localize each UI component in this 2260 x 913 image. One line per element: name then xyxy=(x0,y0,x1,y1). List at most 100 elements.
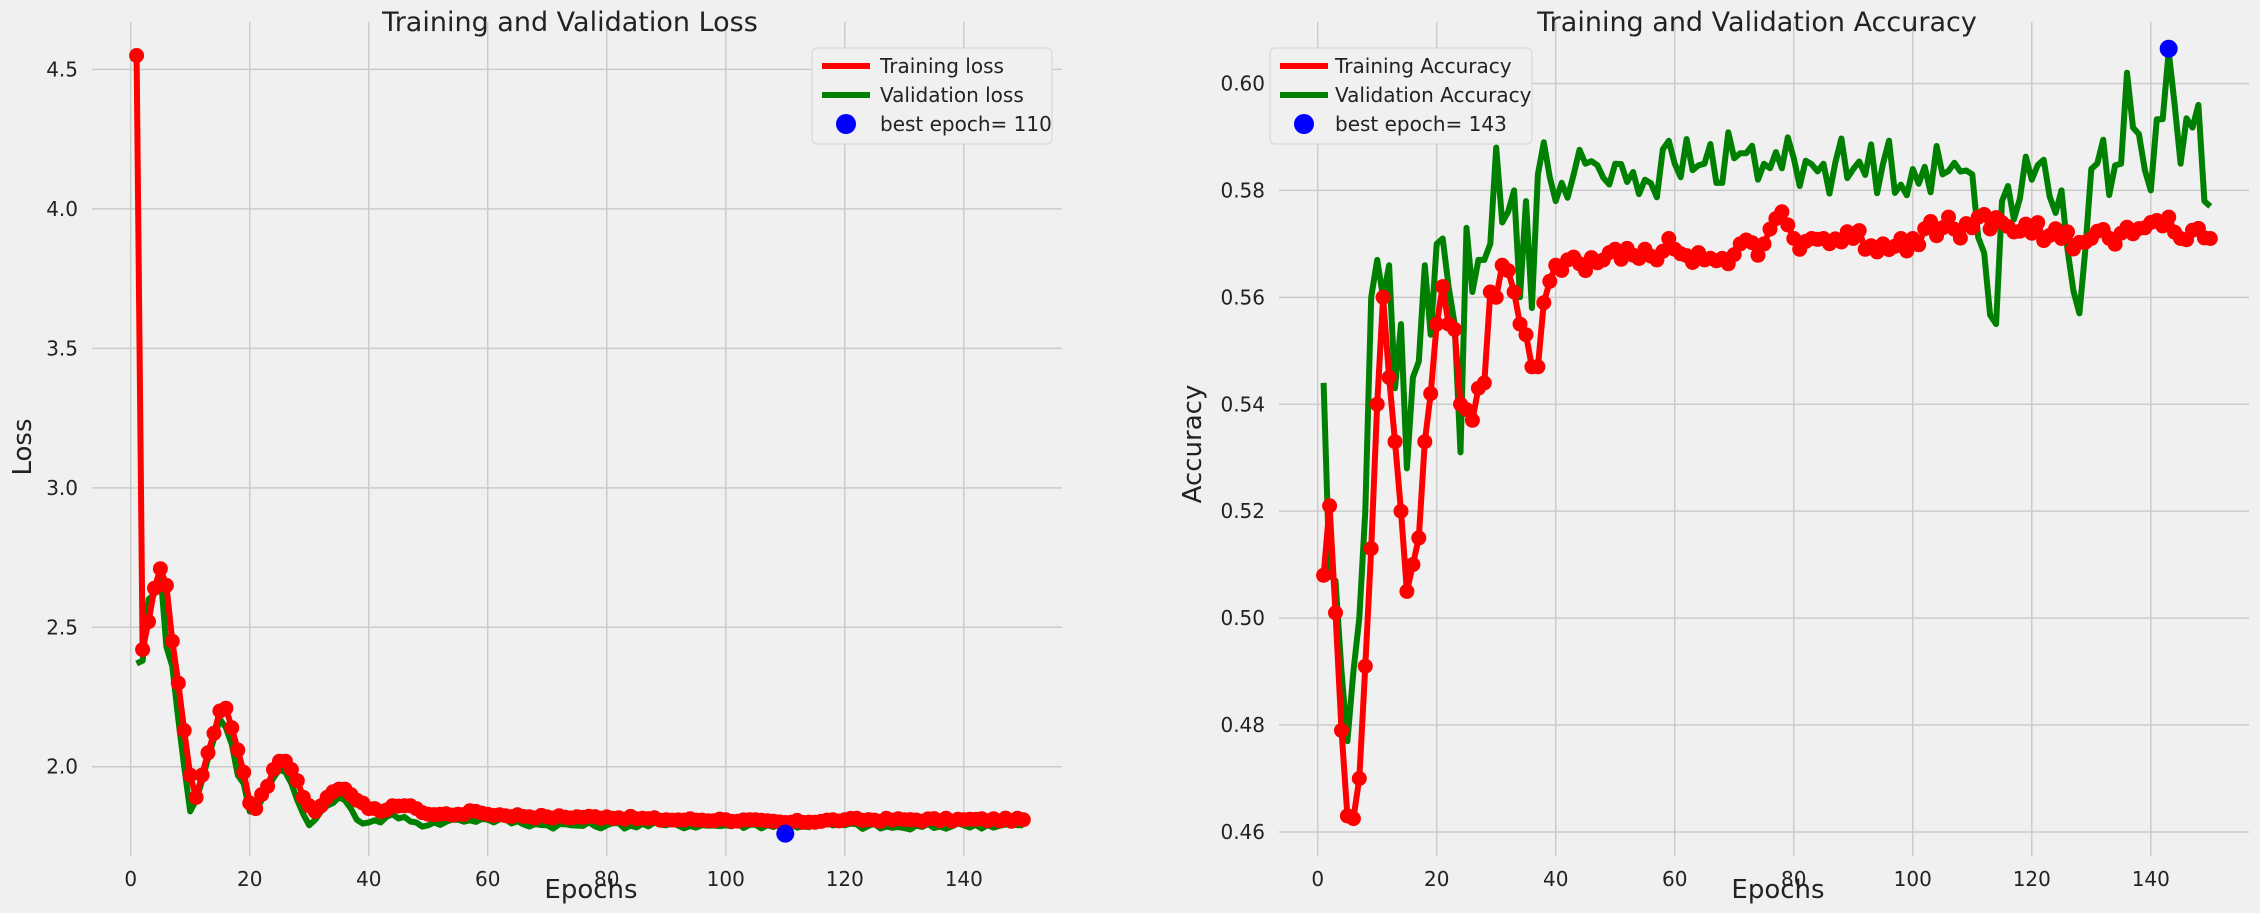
accuracy-x-tick-label: 140 xyxy=(2132,867,2170,891)
loss-training-point xyxy=(135,642,151,658)
loss-legend-train-label: Training loss xyxy=(879,54,1004,78)
accuracy-training-point xyxy=(1488,289,1504,305)
loss-panel: 0 20 40 60 80 100 120 140 2.0 2.5 3.0 3.5 4.0 4.5 Tra… xyxy=(8,7,1062,905)
loss-training-point xyxy=(248,801,264,817)
loss-training-point xyxy=(164,633,180,649)
loss-y-tick-label: 2.5 xyxy=(46,615,78,639)
loss-training-point xyxy=(129,48,145,63)
loss-legend-best-swatch xyxy=(836,114,856,134)
accuracy-training-point xyxy=(1334,722,1349,738)
loss-y-tick-label: 3.5 xyxy=(46,336,78,360)
accuracy-training-point xyxy=(1976,207,1992,222)
loss-training-point xyxy=(194,767,210,783)
accuracy-training-point xyxy=(1756,236,1772,252)
loss-y-tick-label: 4.0 xyxy=(46,197,78,221)
loss-training-point xyxy=(158,577,174,593)
accuracy-training-point xyxy=(1405,557,1421,573)
accuracy-training-point xyxy=(1322,498,1338,514)
loss-best-epoch-point xyxy=(776,824,795,843)
loss-training-point xyxy=(200,745,216,761)
accuracy-x-tick-label: 60 xyxy=(1662,867,1687,891)
accuracy-training-point xyxy=(1423,386,1439,402)
loss-chart-title: Training and Validation Loss xyxy=(381,7,758,38)
accuracy-training-point xyxy=(1464,412,1480,428)
loss-x-tick-label: 80 xyxy=(594,867,619,891)
accuracy-training-point xyxy=(1923,214,1939,229)
accuracy-training-point xyxy=(1530,359,1546,375)
accuracy-y-tick-label: 0.50 xyxy=(1220,606,1265,630)
loss-training-point xyxy=(152,561,168,577)
accuracy-y-tick-label: 0.46 xyxy=(1220,820,1265,844)
accuracy-training-point xyxy=(1893,231,1909,246)
accuracy-series-validation-line xyxy=(1320,48,2213,745)
loss-training-point xyxy=(283,762,299,777)
accuracy-y-tick-label: 0.52 xyxy=(1220,499,1265,523)
loss-training-point xyxy=(289,773,305,789)
accuracy-y-tick-label: 0.60 xyxy=(1220,71,1265,95)
accuracy-training-point xyxy=(1411,530,1427,546)
loss-training-point xyxy=(260,778,276,794)
accuracy-training-point xyxy=(2060,224,2075,240)
accuracy-x-tick-label: 20 xyxy=(1424,867,1449,891)
accuracy-training-point xyxy=(1351,771,1367,786)
accuracy-best-epoch-point xyxy=(2159,39,2178,58)
accuracy-ticks: 0 20 40 60 80 100 120 140 0.46 0.48 0.50 0.52 0.54 0.… xyxy=(1220,71,2169,891)
loss-training-point xyxy=(224,720,240,736)
accuracy-training-point xyxy=(1316,567,1332,583)
accuracy-training-point xyxy=(1328,605,1343,621)
loss-training-point xyxy=(218,700,234,716)
accuracy-training-point xyxy=(1851,223,1867,239)
accuracy-training-point xyxy=(1381,370,1397,385)
accuracy-training-point xyxy=(1476,375,1492,391)
accuracy-training-point xyxy=(1357,658,1373,674)
loss-training-point xyxy=(188,789,204,805)
loss-training-point xyxy=(1015,812,1031,828)
accuracy-training-point xyxy=(1429,316,1445,332)
accuracy-training-point xyxy=(2202,231,2218,246)
accuracy-y-tick-label: 0.48 xyxy=(1220,713,1265,737)
loss-x-tick-label: 140 xyxy=(945,867,983,891)
accuracy-y-tick-label: 0.54 xyxy=(1220,392,1265,416)
accuracy-training-point xyxy=(1750,247,1766,263)
loss-y-tick-label: 4.5 xyxy=(46,57,78,81)
loss-x-axis-label: Epochs xyxy=(544,875,637,905)
loss-best-marker xyxy=(776,824,795,843)
accuracy-training-point xyxy=(1542,273,1558,289)
accuracy-training-point xyxy=(1655,243,1671,259)
loss-legend-box xyxy=(811,47,1053,145)
accuracy-training-point xyxy=(1536,295,1552,311)
accuracy-x-tick-label: 0 xyxy=(1311,867,1324,891)
loss-training-point xyxy=(147,580,162,596)
accuracy-training-point xyxy=(1387,434,1403,450)
accuracy-training-point xyxy=(1911,237,1927,253)
loss-training-point xyxy=(230,742,246,758)
accuracy-training-point xyxy=(2030,215,2046,231)
accuracy-training-point xyxy=(1578,263,1593,279)
accuracy-training-point xyxy=(1375,289,1391,305)
accuracy-legend-val-label: Validation Accuracy xyxy=(1335,83,1532,107)
accuracy-training-point xyxy=(1982,221,1998,237)
accuracy-x-tick-label: 120 xyxy=(2013,867,2051,891)
accuracy-training-point xyxy=(1393,503,1409,519)
accuracy-training-point xyxy=(1417,434,1433,450)
accuracy-training-point xyxy=(2161,209,2177,225)
accuracy-x-tick-label: 80 xyxy=(1781,867,1806,891)
loss-legend: Training loss Validation loss best epoch… xyxy=(811,47,1053,145)
accuracy-series xyxy=(1316,48,2218,827)
accuracy-training-point xyxy=(1363,541,1379,557)
accuracy-training-point xyxy=(1369,396,1385,412)
accuracy-y-axis-label: Accuracy xyxy=(1178,385,1208,504)
loss-x-tick-label: 60 xyxy=(475,867,500,891)
accuracy-panel: 0 20 40 60 80 100 120 140 0.46 0.48 0.50 0.52 0.54 0.… xyxy=(1178,7,2249,905)
accuracy-y-tick-label: 0.56 xyxy=(1220,285,1265,309)
loss-ticks: 0 20 40 60 80 100 120 140 2.0 2.5 3.0 3.5 4.0 4.5 xyxy=(46,57,983,891)
accuracy-training-point xyxy=(1435,279,1451,295)
loss-training-point xyxy=(236,764,252,780)
accuracy-x-tick-label: 40 xyxy=(1543,867,1568,891)
loss-x-tick-label: 0 xyxy=(124,867,137,891)
accuracy-training-point xyxy=(1500,263,1516,279)
accuracy-training-point xyxy=(1506,284,1522,300)
accuracy-training-point xyxy=(1899,243,1915,259)
loss-y-tick-label: 3.0 xyxy=(46,476,78,500)
